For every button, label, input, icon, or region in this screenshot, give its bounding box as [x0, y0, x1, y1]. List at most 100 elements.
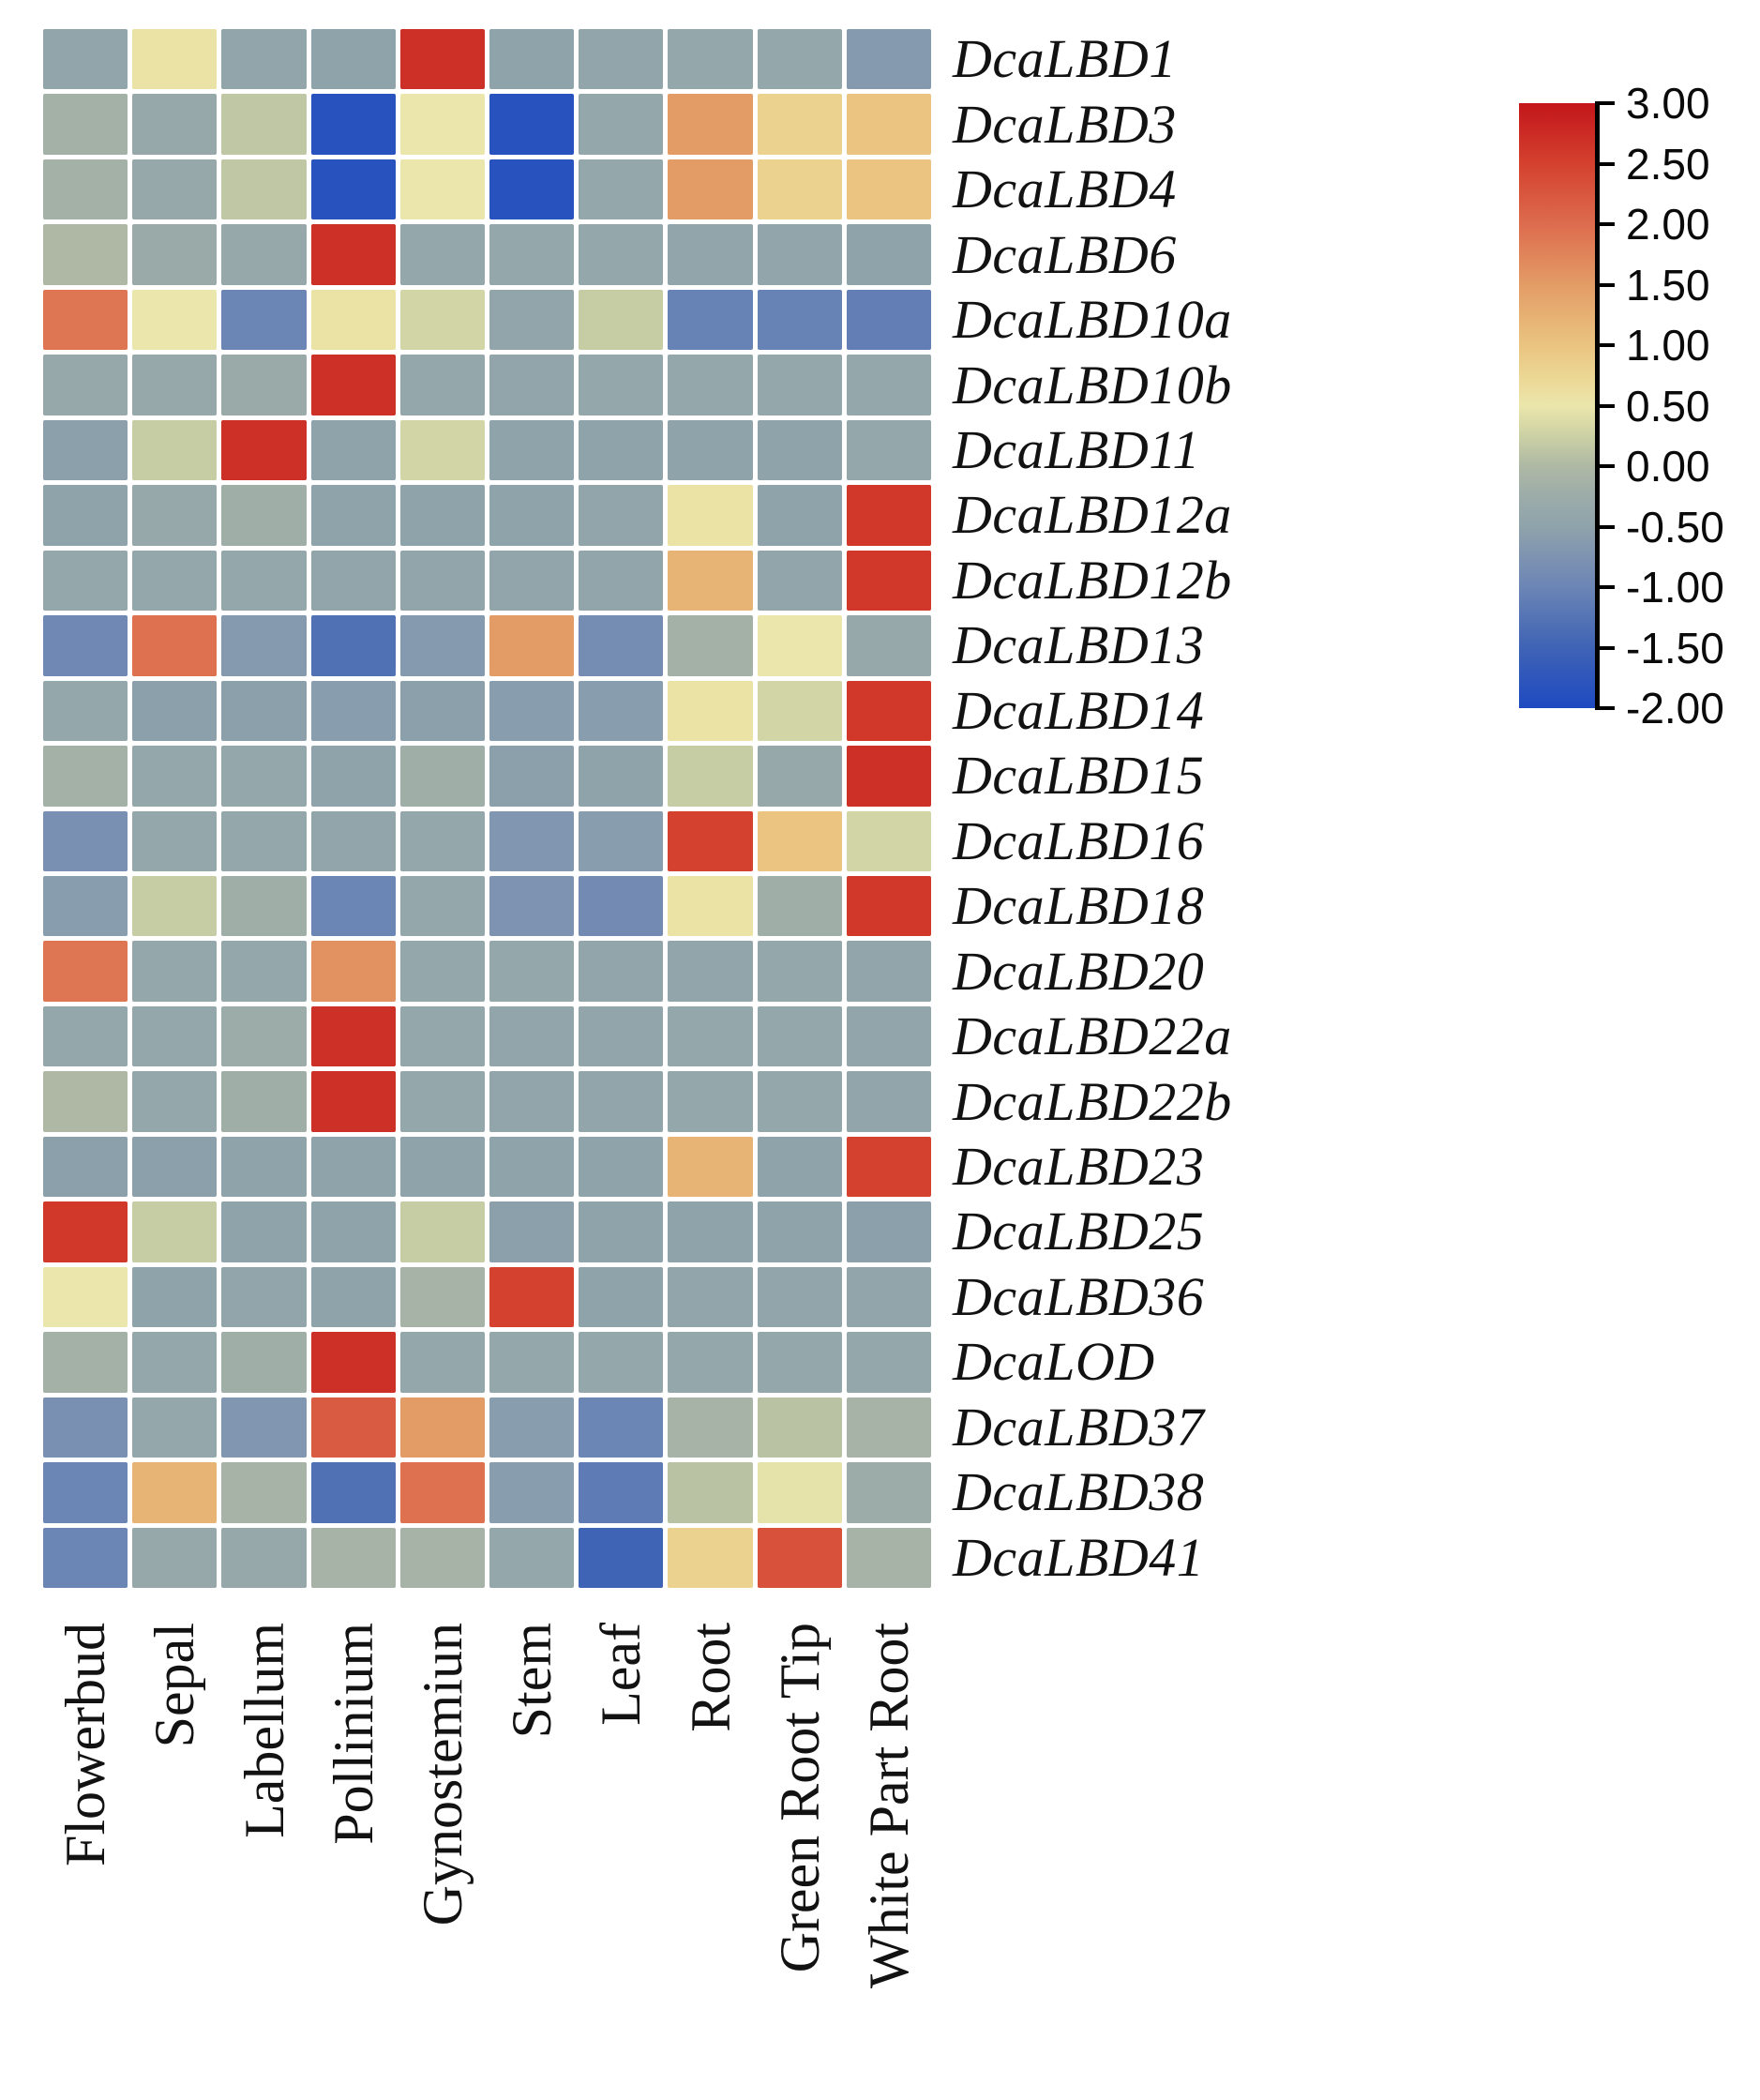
heatmap-cell	[221, 159, 307, 220]
tissue-label: Sepal	[143, 1623, 206, 1748]
heatmap-cell	[43, 159, 128, 220]
colorbar-tick	[1597, 282, 1615, 287]
heatmap-cell	[399, 875, 485, 937]
heatmap-cell	[132, 875, 218, 937]
heatmap-cell	[846, 746, 931, 807]
heatmap-cell	[757, 550, 842, 612]
heatmap-cell	[43, 1266, 128, 1328]
heatmap-cell	[757, 615, 842, 676]
heatmap-cell	[132, 1527, 218, 1588]
heatmap-cell	[399, 419, 485, 481]
heatmap-cell	[221, 224, 307, 285]
tissue-label: Flowerbud	[54, 1623, 117, 1866]
heatmap-cell	[846, 159, 931, 220]
gene-label: DcaLBD10a	[953, 289, 1232, 351]
colorbar-tick-label: 2.00	[1626, 200, 1710, 249]
heatmap-cell	[43, 1332, 128, 1393]
heatmap-cell	[668, 875, 753, 937]
colorbar-tick	[1597, 645, 1615, 650]
heatmap-cell	[310, 1071, 396, 1132]
heatmap-cell	[489, 941, 575, 1002]
colorbar-tick-label: 3.00	[1626, 79, 1710, 128]
heatmap-cell	[310, 419, 396, 481]
heatmap-cell	[846, 355, 931, 415]
heatmap-cell	[757, 810, 842, 871]
heatmap-cell	[757, 1071, 842, 1132]
heatmap-cell	[132, 94, 218, 155]
gene-label: DcaLBD37	[953, 1396, 1205, 1458]
heatmap-cell	[43, 1462, 128, 1523]
heatmap-cell	[43, 289, 128, 351]
heatmap-cell	[310, 1332, 396, 1393]
heatmap-cell	[132, 1071, 218, 1132]
heatmap-cell	[221, 1136, 307, 1198]
heatmap-cell	[43, 1527, 128, 1588]
heatmap-cell	[757, 289, 842, 351]
heatmap-cell	[132, 1266, 218, 1328]
heatmap-cell	[399, 746, 485, 807]
heatmap-grid	[43, 29, 931, 1588]
heatmap-cell	[668, 1332, 753, 1393]
heatmap-cell	[846, 94, 931, 155]
heatmap-cell	[757, 746, 842, 807]
heatmap-cell	[221, 419, 307, 481]
heatmap-cell	[489, 1071, 575, 1132]
heatmap-cell	[221, 1397, 307, 1458]
heatmap-cell	[310, 1136, 396, 1198]
gene-label: DcaLOD	[953, 1331, 1155, 1393]
heatmap-cell	[846, 1005, 931, 1067]
heatmap-cell	[579, 1005, 664, 1067]
heatmap-cell	[579, 810, 664, 871]
heatmap-cell	[399, 485, 485, 546]
colorbar-tick-label: 1.50	[1626, 260, 1710, 310]
colorbar-tick-label: -0.50	[1626, 502, 1724, 551]
heatmap-cell	[132, 485, 218, 546]
heatmap-cell	[132, 355, 218, 415]
gene-label: DcaLBD14	[953, 679, 1205, 741]
tissue-label: Labellum	[233, 1623, 295, 1838]
heatmap-cell	[399, 224, 485, 285]
heatmap-cell	[846, 1397, 931, 1458]
colorbar-tick	[1597, 343, 1615, 347]
gene-label: DcaLBD12a	[953, 484, 1232, 546]
heatmap-cell	[310, 1527, 396, 1588]
heatmap-cell	[668, 355, 753, 415]
heatmap-cell	[489, 550, 575, 612]
heatmap-cell	[310, 1462, 396, 1523]
heatmap-cell	[310, 224, 396, 285]
heatmap-cell	[757, 159, 842, 220]
heatmap-cell	[668, 746, 753, 807]
heatmap-cell	[221, 94, 307, 155]
colorbar-tick-label: 0.50	[1626, 381, 1710, 431]
tissue-label: Green Root Tip	[768, 1623, 831, 1973]
tissue-label: Pollinium	[322, 1623, 384, 1845]
heatmap-cell	[310, 94, 396, 155]
gene-label: DcaLBD12b	[953, 549, 1232, 611]
heatmap-cell	[489, 1397, 575, 1458]
colorbar-tick-label: -1.50	[1626, 623, 1724, 672]
heatmap-cell	[846, 810, 931, 871]
tissue-label: White Part Root	[857, 1623, 920, 1988]
colorbar-tick	[1597, 706, 1615, 710]
heatmap-cell	[757, 941, 842, 1002]
heatmap-cell	[579, 1332, 664, 1393]
colorbar-tick-label: -2.00	[1626, 684, 1724, 733]
gene-label: DcaLBD16	[953, 809, 1205, 871]
heatmap-cell	[489, 1005, 575, 1067]
heatmap-cell	[579, 680, 664, 742]
heatmap-cell	[399, 615, 485, 676]
heatmap-cell	[489, 875, 575, 937]
heatmap-cell	[399, 1005, 485, 1067]
heatmap-cell	[579, 1397, 664, 1458]
heatmap-cell	[132, 810, 218, 871]
heatmap-cell	[43, 1397, 128, 1458]
colorbar-tick	[1597, 101, 1615, 105]
heatmap-cell	[221, 941, 307, 1002]
heatmap-cell	[757, 875, 842, 937]
heatmap-cell	[846, 419, 931, 481]
heatmap-cell	[310, 1266, 396, 1328]
heatmap-cell	[757, 224, 842, 285]
heatmap-cell	[668, 29, 753, 90]
heatmap-cell	[846, 289, 931, 351]
